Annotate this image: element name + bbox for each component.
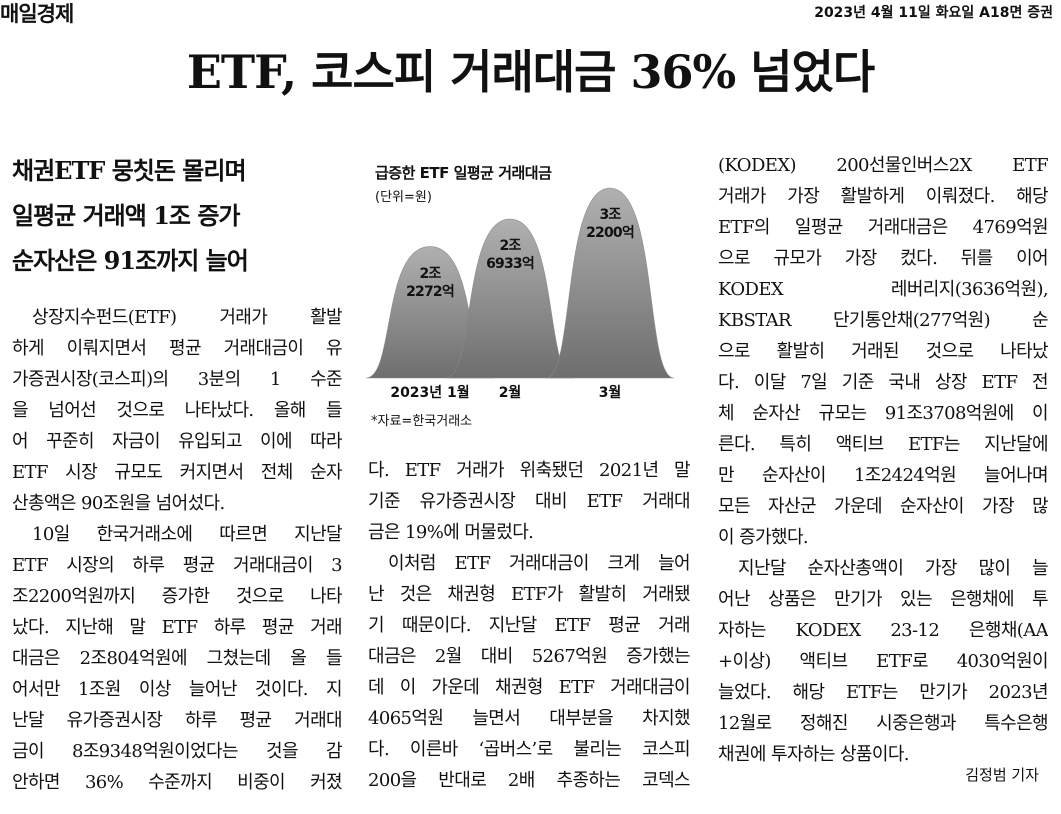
text-line: 으로 규모가 가장 컸다. 뒤를 이어	[718, 248, 1048, 269]
text-line: ETF의 일평균 거래대금은 4769억원	[718, 217, 1048, 238]
text-line: (KODEX) 200선물인버스2X ETF	[718, 155, 1048, 176]
text-line: 채권에 투자하는 상품이다.	[718, 744, 910, 765]
text-line: 이 증가했다.	[718, 527, 809, 548]
text-line: 조2200억원까지 증가한 것으로 나타	[12, 586, 342, 607]
text-line: 만 순자산이 1조2424억원 늘어나며	[718, 465, 1048, 486]
text-line: 어서만 1조원 이상 늘어난 것이다. 지	[12, 679, 342, 700]
text-line: 대금은 2월 대비 5267억원 증가했는	[368, 646, 690, 667]
headline: ETF, 코스피 거래대금 36% 넘었다	[186, 45, 875, 99]
text-line: 다. 이달 7일 기준 국내 상장 ETF 전	[718, 372, 1048, 393]
subhead: 일평균 거래액 1조 증가	[12, 201, 241, 230]
text-line: KODEX 레버리지(3636억원),	[718, 279, 1048, 300]
byline: 김정범 기자	[965, 766, 1039, 784]
text-line: 하게 이뤄지면서 평균 거래대금이 유	[12, 338, 342, 359]
dateline: 2023년 4월 11일 화요일 A18면 증권	[814, 5, 1053, 21]
text-line: 이처럼 ETF 거래대금이 크게 늘어	[388, 553, 690, 574]
subhead: 채권ETF 뭉칫돈 몰리며	[12, 156, 247, 185]
x-label: 2023년 1월	[390, 385, 470, 401]
text-line: 금이 8조9348억원이었다는 것을 감	[12, 741, 342, 762]
text-line: 4065억원 늘면서 대부분을 차지했	[368, 708, 690, 729]
text-line: 난달 유가증권시장 하루 평균 거래대	[12, 710, 342, 731]
text-line: 어 꾸준히 자금이 유입되고 이에 따라	[12, 431, 342, 452]
text-line: ETF 시장 규모도 커지면서 전체 순자	[12, 462, 342, 483]
text-line: 기준 유가증권시장 대비 ETF 거래대	[368, 491, 690, 512]
text-line: ETF 시장의 하루 평균 거래대금이 3	[12, 555, 342, 576]
text-line: 상장지수펀드(ETF) 거래가 활발	[32, 307, 342, 328]
value-label: 3조 2200억	[586, 207, 635, 241]
text-line: 산총액은 90조원을 넘어섰다.	[12, 493, 225, 514]
text-line: 늘었다. 해당 ETF는 만기가 2023년	[718, 682, 1048, 703]
chart: 급증한 ETF 일평균 거래대금 (단위=원) *자료=한국거래소 2조 227…	[365, 150, 690, 435]
text-line: 른다. 특히 액티브 ETF는 지난달에	[718, 434, 1048, 455]
text-line: 안하면 36% 수준까지 비중이 커졌	[12, 772, 342, 793]
value-label: 2조 2272억	[406, 265, 455, 300]
text-line: 체 순자산 규모는 91조3708억원에 이	[718, 403, 1048, 424]
text-line: 10일 한국거래소에 따르면 지난달	[32, 524, 342, 545]
text-line: 데 이 가운데 채권형 ETF 거래대금이	[368, 677, 690, 698]
text-line: 12월로 정해진 시중은행과 특수은행	[718, 713, 1048, 734]
text-line: 어난 상품은 만기가 있는 은행채에 투	[718, 589, 1048, 610]
x-label: 2월	[498, 385, 522, 401]
text-line: 모든 자산군 가운데 순자산이 가장 많	[718, 496, 1048, 517]
text-line: 난 것은 채권형 ETF가 활발히 거래됐	[368, 584, 690, 605]
chart-unit: (단위=원)	[375, 190, 432, 205]
text-line: 가증권시장(코스피)의 3분의 1 수준	[12, 369, 342, 390]
x-label: 3월	[598, 385, 622, 401]
bell	[445, 218, 575, 379]
text-line: 지난달 순자산총액이 가장 많이 늘	[738, 558, 1048, 579]
text-line: 났다. 지난해 말 ETF 하루 평균 거래	[12, 617, 342, 638]
subhead: 순자산은 91조까지 늘어	[12, 246, 249, 275]
text-line: 금은 19%에 머물렀다.	[368, 522, 534, 543]
text-line: 자하는 KODEX 23-12 은행채(AA	[718, 620, 1048, 641]
text-line: 을 넘어선 것으로 나타났다. 올해 들	[12, 400, 342, 421]
text-line: 거래가 가장 활발하게 이뤄졌다. 해당	[718, 186, 1048, 207]
text-line: +이상) 액티브 ETF로 4030억원이	[718, 651, 1048, 672]
chart-source: *자료=한국거래소	[371, 414, 473, 429]
text-line: 대금은 2조804억원에 그쳤는데 올 들	[12, 648, 342, 669]
text-line: 다. 이른바 ‘곱버스’로 불리는 코스피	[368, 739, 690, 760]
text-line: 으로 활발히 거래된 것으로 나타났	[718, 341, 1048, 362]
masthead: 매일경제	[0, 2, 74, 26]
text-line: 다. ETF 거래가 위축됐던 2021년 말	[368, 460, 690, 481]
chart-plot	[365, 187, 675, 379]
text-line: 200을 반대로 2배 추종하는 코덱스	[368, 770, 690, 791]
chart-title: 급증한 ETF 일평균 거래대금	[375, 164, 552, 182]
value-label: 2조 6933억	[486, 238, 535, 273]
text-line: KBSTAR 단기통안채(277억원) 순	[718, 310, 1048, 331]
text-line: 기 때문이다. 지난달 ETF 평균 거래	[368, 615, 690, 636]
bell	[545, 187, 675, 379]
column: (KODEX) 200선물인버스2X ETF 거래가 가장 활발하게 이뤄졌다. …	[718, 150, 1048, 770]
